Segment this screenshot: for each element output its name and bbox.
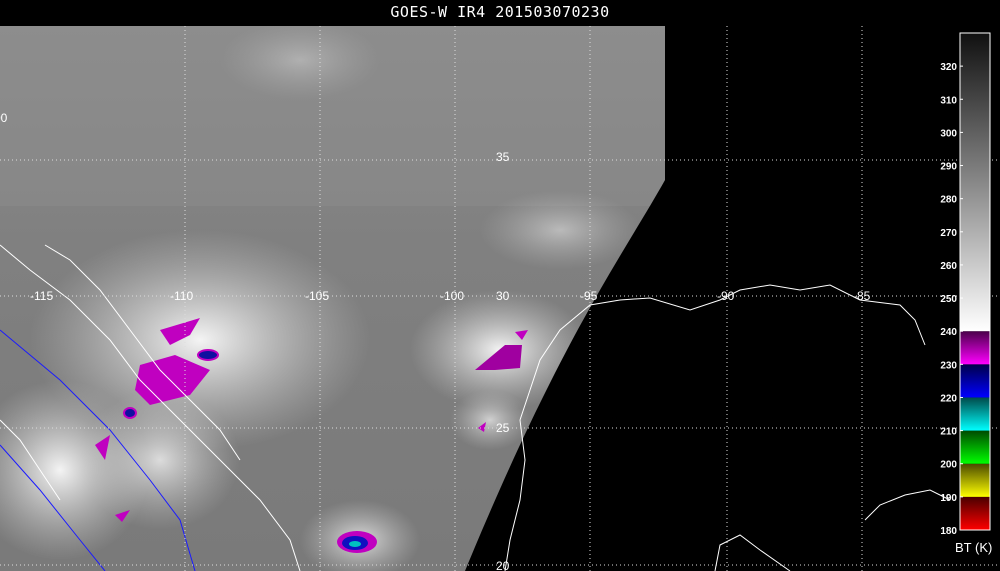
colorbar-tick-label: 260 — [940, 261, 957, 272]
colorbar-tick-label: 240 — [940, 327, 957, 338]
lon-label: -95 — [580, 289, 598, 303]
colorbar-tick-label: 190 — [940, 493, 957, 504]
coastlines — [0, 244, 951, 571]
lon-label: -105 — [305, 289, 329, 303]
colorbar-segment — [960, 33, 990, 332]
colorbar-segment — [960, 463, 990, 497]
colorbar-segment — [960, 364, 990, 398]
lon-label: -100 — [440, 289, 464, 303]
colorbar-frame — [959, 32, 991, 531]
lat-label: 35 — [496, 150, 510, 164]
colorbar-segment — [960, 430, 990, 464]
lon-label: -115 — [30, 289, 53, 303]
colorbar-tick-label: 230 — [940, 360, 957, 371]
lat-labels: 35 30 25 20 00 — [0, 111, 510, 571]
edge-label: 00 — [0, 111, 8, 125]
lon-label: -85 — [853, 289, 871, 303]
colorbar-tick-label: 280 — [940, 195, 957, 206]
colorbar-tick-label: 320 — [940, 62, 957, 73]
lat-label: 30 — [496, 289, 510, 303]
cold-cloud-tops — [95, 318, 528, 553]
colorbar: 320 310 300 290 280 270 260 250 240 230 220 210 200 1… — [940, 32, 991, 537]
colorbar-tick-label: 220 — [940, 393, 957, 404]
cloud-field — [0, 26, 665, 571]
colorbar-tick-label: 210 — [940, 427, 957, 438]
colorbar-label: BT (K) — [955, 540, 993, 555]
lon-labels: -115 -110 -105 -100 -95 -90 -85 — [30, 289, 871, 303]
colorbar-tick-label: 290 — [940, 162, 957, 173]
colorbar-segment — [960, 331, 990, 365]
colorbar-tick-label: 250 — [940, 294, 957, 305]
graticule — [0, 26, 1000, 571]
lat-label: 25 — [496, 421, 510, 435]
image-title: GOES-W IR4 201503070230 — [390, 3, 610, 21]
boundary-lines — [0, 329, 196, 571]
colorbar-tick-label: 310 — [940, 95, 957, 106]
colorbar-segment — [960, 397, 990, 431]
colorbar-tick-label: 180 — [940, 526, 957, 537]
lon-label: -110 — [170, 289, 193, 303]
colorbar-segment — [960, 496, 990, 530]
colorbar-tick-label: 300 — [940, 128, 957, 139]
lon-label: -90 — [717, 289, 735, 303]
colorbar-tick-label: 200 — [940, 460, 957, 471]
colorbar-tick-label: 270 — [940, 228, 957, 239]
lat-label: 20 — [496, 559, 510, 571]
